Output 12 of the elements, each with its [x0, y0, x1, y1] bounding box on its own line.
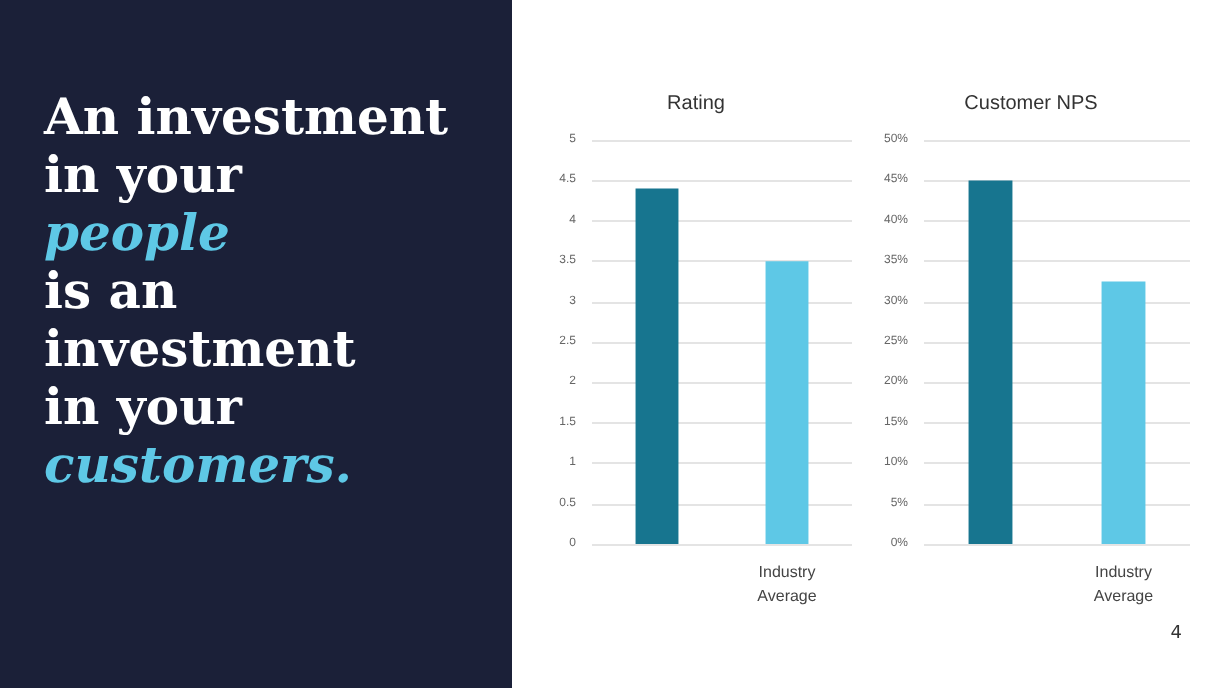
x-tick-label: Industry Average	[757, 563, 818, 605]
text: in your	[44, 378, 245, 436]
text: people	[44, 204, 232, 262]
chart-title: Rating	[667, 93, 725, 115]
text: in your	[44, 146, 245, 204]
text: is an	[44, 262, 180, 320]
chart-title: Customer NPS	[964, 93, 1099, 115]
text: An investment	[44, 88, 449, 146]
text: 4	[1170, 624, 1182, 644]
text: customers.	[44, 436, 355, 494]
x-tick-label: Industry Average	[1093, 563, 1155, 605]
text: investment	[44, 320, 358, 378]
